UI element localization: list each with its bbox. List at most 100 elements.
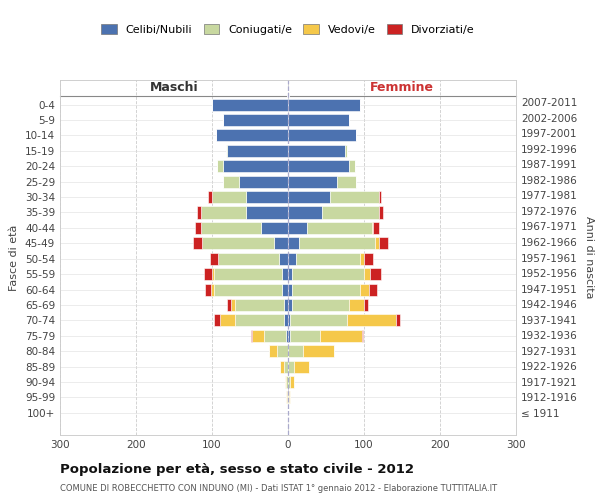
Bar xyxy=(288,345,303,357)
Bar xyxy=(246,206,288,218)
Bar xyxy=(217,160,223,172)
Bar xyxy=(211,284,214,296)
Bar xyxy=(288,160,349,172)
Bar xyxy=(307,222,371,234)
Bar xyxy=(288,268,292,280)
Bar xyxy=(288,222,307,234)
Bar xyxy=(194,222,200,234)
Bar xyxy=(284,299,288,311)
Bar xyxy=(376,238,379,250)
Bar xyxy=(362,330,363,342)
Bar xyxy=(288,392,289,404)
Bar xyxy=(239,176,288,188)
Bar xyxy=(214,314,220,326)
Bar xyxy=(288,330,290,342)
Bar xyxy=(226,145,227,157)
Bar xyxy=(379,206,383,218)
Bar xyxy=(227,145,288,157)
Bar xyxy=(246,191,288,203)
Bar xyxy=(288,252,296,264)
Bar xyxy=(288,114,349,126)
Bar xyxy=(322,206,379,218)
Bar xyxy=(364,252,373,264)
Bar xyxy=(290,314,347,326)
Text: Femmine: Femmine xyxy=(370,81,434,94)
Bar xyxy=(223,176,239,188)
Bar xyxy=(303,345,334,357)
Bar xyxy=(288,130,356,141)
Bar xyxy=(269,345,277,357)
Bar xyxy=(197,206,200,218)
Bar xyxy=(208,191,212,203)
Bar xyxy=(292,268,364,280)
Bar xyxy=(292,299,349,311)
Bar xyxy=(337,176,356,188)
Bar xyxy=(288,314,290,326)
Y-axis label: Fasce di età: Fasce di età xyxy=(10,224,19,290)
Bar xyxy=(379,238,388,250)
Bar xyxy=(360,284,370,296)
Bar xyxy=(223,160,288,172)
Bar xyxy=(349,299,364,311)
Bar xyxy=(202,238,274,250)
Bar xyxy=(212,98,288,110)
Bar xyxy=(373,222,379,234)
Text: Popolazione per età, sesso e stato civile - 2012: Popolazione per età, sesso e stato civil… xyxy=(60,462,414,475)
Bar xyxy=(288,145,345,157)
Bar xyxy=(282,284,288,296)
Bar xyxy=(200,222,262,234)
Bar xyxy=(235,314,284,326)
Bar xyxy=(274,238,288,250)
Bar xyxy=(262,222,288,234)
Bar xyxy=(212,268,214,280)
Bar xyxy=(296,252,360,264)
Bar xyxy=(349,160,355,172)
Y-axis label: Anni di nascita: Anni di nascita xyxy=(584,216,594,298)
Bar xyxy=(216,130,288,141)
Bar xyxy=(251,330,252,342)
Bar xyxy=(223,114,288,126)
Bar xyxy=(286,376,288,388)
Bar xyxy=(279,252,288,264)
Bar xyxy=(200,206,246,218)
Bar xyxy=(280,360,284,372)
Bar xyxy=(330,191,379,203)
Bar xyxy=(371,222,373,234)
Bar xyxy=(292,284,360,296)
Bar xyxy=(218,252,279,264)
Bar xyxy=(288,360,294,372)
Bar xyxy=(364,268,370,280)
Bar xyxy=(288,376,290,388)
Bar xyxy=(282,268,288,280)
Bar xyxy=(220,314,235,326)
Bar xyxy=(370,268,382,280)
Bar xyxy=(263,330,286,342)
Bar xyxy=(364,299,368,311)
Bar xyxy=(205,284,211,296)
Bar xyxy=(211,252,218,264)
Bar xyxy=(288,191,330,203)
Bar xyxy=(288,176,337,188)
Bar xyxy=(205,268,212,280)
Bar xyxy=(290,330,320,342)
Bar xyxy=(212,191,246,203)
Legend: Celibi/Nubili, Coniugati/e, Vedovi/e, Divorziati/e: Celibi/Nubili, Coniugati/e, Vedovi/e, Di… xyxy=(99,22,477,37)
Bar xyxy=(214,284,282,296)
Bar xyxy=(294,360,309,372)
Bar xyxy=(284,314,288,326)
Bar xyxy=(299,238,376,250)
Bar xyxy=(347,314,396,326)
Bar xyxy=(231,299,235,311)
Bar xyxy=(193,238,202,250)
Bar xyxy=(288,98,360,110)
Bar xyxy=(288,206,322,218)
Bar xyxy=(289,392,290,404)
Bar xyxy=(370,284,377,296)
Bar xyxy=(379,191,381,203)
Bar xyxy=(286,392,287,404)
Bar xyxy=(284,360,288,372)
Bar xyxy=(287,392,288,404)
Bar xyxy=(277,345,288,357)
Bar xyxy=(360,252,364,264)
Bar xyxy=(227,299,231,311)
